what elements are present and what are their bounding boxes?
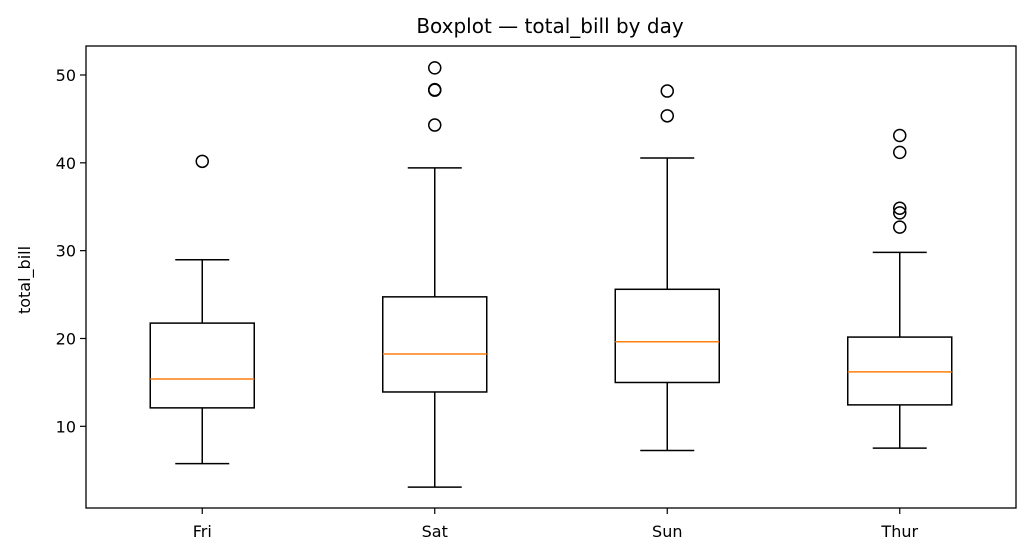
outlier-point-thur: [893, 206, 907, 220]
plot-frame: [85, 45, 1017, 509]
x-tick-label: Thur: [880, 522, 918, 541]
box-sun: [614, 288, 720, 384]
y-tick-label: 40: [56, 154, 76, 173]
outlier-point-thur: [893, 145, 907, 160]
outlier-point-sat: [428, 82, 442, 97]
outlier-point-thur: [893, 128, 907, 143]
y-tick-label: 20: [56, 329, 76, 348]
chart-title: Boxplot — total_bill by day: [416, 14, 684, 38]
outlier-point-thur: [893, 220, 907, 234]
outlier-point-sun: [660, 109, 674, 123]
outlier-point-sat: [428, 118, 442, 132]
y-tick-label: 30: [56, 242, 76, 261]
y-tick-label: 50: [56, 66, 76, 85]
y-axis-label: total_bill: [15, 246, 35, 314]
outlier-point-sat: [428, 61, 442, 75]
x-tick-label: Sat: [422, 522, 448, 541]
y-tick-label: 10: [56, 417, 76, 436]
outlier-point-thur: [893, 201, 907, 215]
outlier-point-sun: [660, 84, 674, 98]
plot-content: 10 20 30 40 50 Fri Sat Sun Thur: [56, 61, 953, 541]
box-thur: [847, 336, 953, 406]
box-fri: [149, 322, 255, 409]
x-tick-label: Fri: [193, 522, 212, 541]
x-tick-label: Sun: [652, 522, 682, 541]
box-sat: [382, 296, 488, 393]
outlier-point-fri: [195, 154, 209, 169]
